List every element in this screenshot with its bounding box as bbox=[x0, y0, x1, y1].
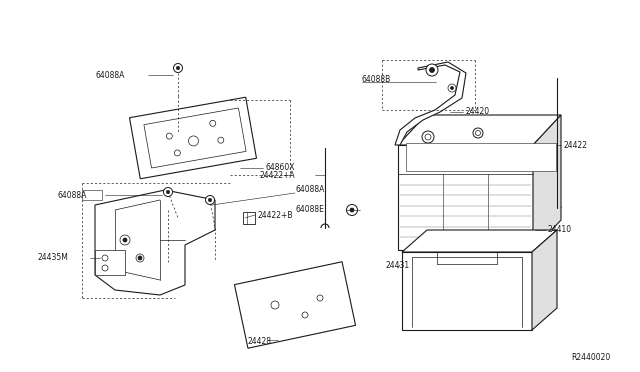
Text: 24422: 24422 bbox=[563, 141, 587, 150]
Circle shape bbox=[317, 295, 323, 301]
Circle shape bbox=[218, 137, 224, 143]
Text: 64088A: 64088A bbox=[95, 71, 124, 80]
Text: 64860X: 64860X bbox=[265, 164, 294, 173]
Polygon shape bbox=[533, 115, 561, 250]
Polygon shape bbox=[144, 108, 246, 168]
Circle shape bbox=[210, 121, 216, 126]
Circle shape bbox=[138, 256, 142, 260]
Circle shape bbox=[205, 196, 214, 205]
Circle shape bbox=[189, 136, 198, 146]
Circle shape bbox=[173, 64, 182, 73]
Circle shape bbox=[166, 190, 170, 194]
Text: 24422+A: 24422+A bbox=[260, 170, 296, 180]
Text: 64088A: 64088A bbox=[295, 186, 324, 195]
Text: R2440020: R2440020 bbox=[571, 353, 610, 362]
Bar bbox=[82, 190, 102, 200]
Bar bbox=[243, 212, 255, 224]
Circle shape bbox=[120, 235, 130, 245]
Circle shape bbox=[422, 131, 434, 143]
Circle shape bbox=[425, 134, 431, 140]
Text: 24410: 24410 bbox=[548, 225, 572, 234]
Circle shape bbox=[350, 208, 354, 212]
Polygon shape bbox=[398, 115, 561, 145]
Text: 24431: 24431 bbox=[385, 260, 409, 269]
Circle shape bbox=[429, 67, 435, 73]
Polygon shape bbox=[532, 230, 557, 330]
Circle shape bbox=[163, 187, 173, 196]
Circle shape bbox=[271, 301, 279, 309]
Circle shape bbox=[102, 255, 108, 261]
Circle shape bbox=[346, 205, 358, 215]
Polygon shape bbox=[398, 145, 533, 250]
Circle shape bbox=[451, 87, 454, 90]
Circle shape bbox=[448, 84, 456, 92]
Circle shape bbox=[174, 150, 180, 156]
Polygon shape bbox=[406, 143, 556, 171]
Circle shape bbox=[302, 312, 308, 318]
Text: 64088A: 64088A bbox=[58, 190, 88, 199]
Text: 64088E: 64088E bbox=[296, 205, 325, 215]
Circle shape bbox=[208, 198, 212, 202]
Text: 24428: 24428 bbox=[248, 337, 272, 346]
Polygon shape bbox=[402, 230, 557, 252]
Circle shape bbox=[426, 64, 438, 76]
Circle shape bbox=[102, 265, 108, 271]
Circle shape bbox=[476, 131, 481, 135]
Circle shape bbox=[136, 254, 144, 262]
Polygon shape bbox=[402, 252, 532, 330]
Bar bbox=[95, 250, 125, 275]
Circle shape bbox=[123, 238, 127, 242]
Polygon shape bbox=[95, 190, 215, 295]
Text: 24435M: 24435M bbox=[38, 253, 69, 263]
Polygon shape bbox=[234, 262, 356, 348]
Circle shape bbox=[473, 128, 483, 138]
Text: 24422+B: 24422+B bbox=[258, 211, 294, 219]
Polygon shape bbox=[129, 97, 257, 179]
Text: 64088B: 64088B bbox=[362, 76, 391, 84]
Polygon shape bbox=[395, 62, 466, 145]
Circle shape bbox=[166, 133, 172, 139]
Circle shape bbox=[176, 66, 180, 70]
Text: 24420: 24420 bbox=[465, 108, 489, 116]
